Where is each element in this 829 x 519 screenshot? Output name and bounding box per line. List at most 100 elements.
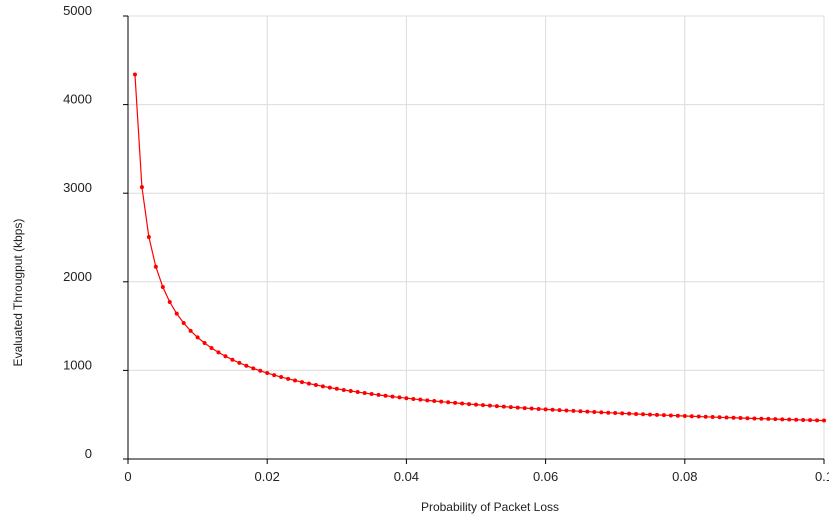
- series-point: [822, 418, 826, 423]
- series-point: [313, 383, 318, 387]
- series-point: [265, 371, 270, 376]
- series-point: [272, 373, 277, 378]
- series-point: [383, 393, 388, 398]
- series-point: [780, 417, 785, 422]
- series-point: [738, 416, 743, 421]
- series-point: [529, 406, 534, 411]
- x-axis-label: Probability of Packet Loss: [421, 500, 559, 514]
- series-point: [815, 418, 820, 423]
- x-tick-label: 0: [124, 469, 131, 484]
- series-point: [167, 300, 172, 305]
- series-point: [682, 414, 687, 419]
- series-point: [258, 368, 263, 373]
- x-tick-label: 0.08: [672, 469, 697, 484]
- series-point: [585, 409, 590, 414]
- series-point: [787, 417, 792, 422]
- series-point: [745, 416, 750, 421]
- series-point: [675, 413, 680, 418]
- series-point: [446, 400, 451, 405]
- series-line: [134, 74, 825, 422]
- series-point: [571, 408, 576, 413]
- series-point: [362, 391, 367, 396]
- series-point: [369, 392, 374, 396]
- series-point: [648, 412, 652, 417]
- series-point: [717, 415, 722, 420]
- series-point: [146, 234, 151, 239]
- series-point: [188, 328, 193, 333]
- series-point: [654, 412, 659, 417]
- series-point: [508, 405, 513, 410]
- series-point: [460, 401, 465, 406]
- y-tick-label: 0: [85, 446, 92, 461]
- series-point: [515, 405, 520, 410]
- series-point: [251, 366, 256, 371]
- series-point: [557, 408, 562, 413]
- series-point: [216, 350, 221, 355]
- y-tick-label: 4000: [63, 92, 92, 107]
- y-tick-label: 1000: [63, 357, 92, 372]
- series-point: [487, 403, 492, 408]
- series-point: [606, 410, 611, 415]
- series-point: [355, 390, 360, 395]
- series-point: [306, 381, 311, 386]
- series-point: [474, 402, 478, 407]
- series-point: [613, 411, 618, 416]
- y-tick-label: 3000: [63, 180, 92, 195]
- series-point: [592, 410, 597, 415]
- series-point: [773, 417, 778, 422]
- x-tick-label: 0.1: [815, 469, 829, 484]
- series-point: [480, 403, 485, 408]
- series-point: [634, 411, 639, 416]
- series-point: [564, 408, 569, 413]
- series-point: [320, 384, 325, 389]
- series-point: [696, 414, 701, 419]
- series-point: [467, 402, 472, 407]
- series-point: [334, 386, 339, 391]
- series-point: [620, 411, 625, 416]
- series-point: [668, 413, 673, 418]
- series-point: [522, 406, 527, 411]
- series-point: [689, 414, 694, 419]
- series-point: [195, 335, 200, 340]
- series-point: [341, 387, 346, 392]
- series-point: [411, 396, 416, 401]
- series-point: [293, 378, 298, 383]
- series-point: [404, 396, 409, 401]
- y-axis-ticks: 0 1000 2000 3000 4000 5000: [63, 3, 128, 461]
- series-point: [801, 417, 806, 422]
- series-point: [627, 411, 632, 416]
- series-point: [703, 414, 708, 419]
- series-point: [237, 360, 242, 365]
- x-axis-ticks: 0 0.02 0.04 0.06 0.08 0.1: [124, 459, 829, 484]
- series-point: [209, 346, 214, 350]
- series-point: [453, 400, 458, 405]
- series-point: [578, 409, 583, 414]
- series-point: [230, 357, 235, 362]
- x-tick-label: 0.06: [533, 469, 558, 484]
- series-point: [139, 185, 144, 190]
- series-point: [279, 375, 284, 380]
- series-point: [759, 416, 764, 421]
- series-point: [397, 395, 402, 400]
- series-point: [174, 311, 179, 316]
- series-point: [543, 407, 548, 412]
- series-points: [132, 72, 826, 423]
- series-point: [244, 363, 249, 368]
- series-point: [390, 394, 395, 399]
- x-tick-label: 0.04: [394, 469, 419, 484]
- series-point: [536, 406, 541, 411]
- series-point: [641, 412, 646, 417]
- series-point: [160, 285, 165, 290]
- series-point: [300, 380, 304, 385]
- grid-lines: [128, 15, 825, 459]
- series-point: [376, 392, 381, 397]
- axes: [127, 16, 824, 460]
- series-point: [808, 418, 813, 423]
- series-point: [724, 415, 729, 420]
- series-point: [731, 415, 736, 420]
- series-point: [348, 389, 353, 394]
- series-point: [766, 416, 771, 421]
- x-tick-label: 0.02: [255, 469, 280, 484]
- series-point: [710, 415, 715, 420]
